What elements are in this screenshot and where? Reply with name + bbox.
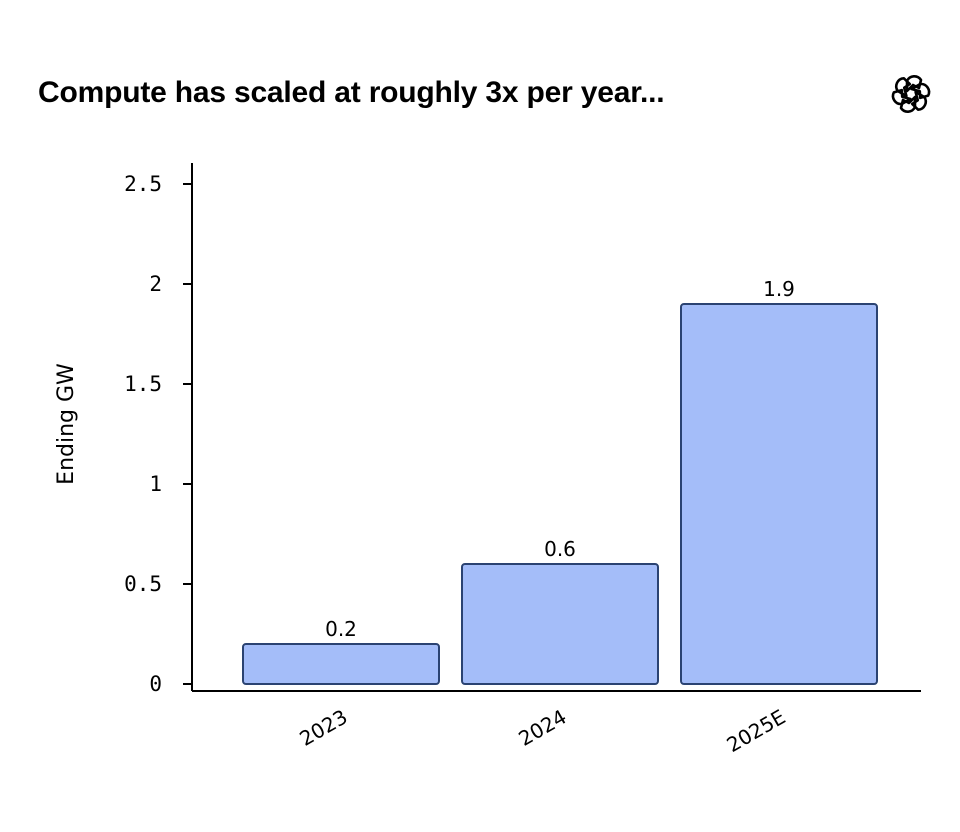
bar-data-label: 0.6 <box>544 537 576 561</box>
bar <box>461 563 659 685</box>
y-tick-label: 1 <box>149 472 162 496</box>
bar-data-label: 1.9 <box>763 277 795 301</box>
bar-data-label: 0.2 <box>325 617 357 641</box>
bar <box>242 643 440 685</box>
y-tick-label: 0 <box>149 672 162 696</box>
y-tick-label: 2.5 <box>124 172 162 196</box>
x-tick-label: 2024 <box>514 705 570 751</box>
y-tick-label: 2 <box>149 272 162 296</box>
x-tick-label: 2023 <box>295 705 351 751</box>
bar <box>680 303 878 685</box>
openai-logo-icon <box>891 75 931 113</box>
y-axis-label: Ending GW <box>54 363 79 485</box>
y-tick-label: 1.5 <box>124 372 162 396</box>
chart-title: Compute has scaled at roughly 3x per yea… <box>38 76 665 109</box>
x-tick-label: 2025E <box>722 705 789 758</box>
y-tick-label: 0.5 <box>124 572 162 596</box>
